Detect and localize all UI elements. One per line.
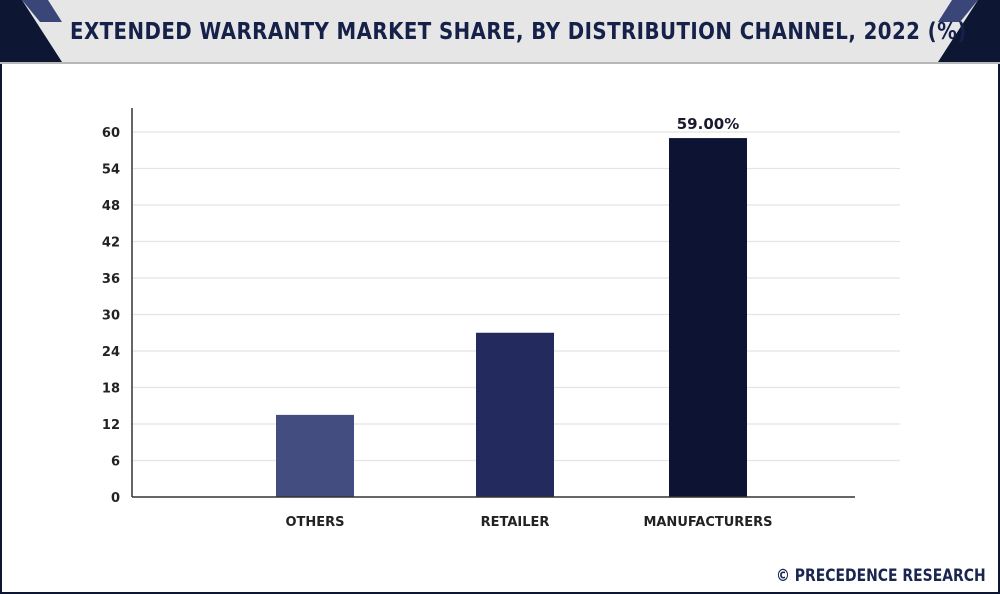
y-axis-ticks: 0 6 12 18 24 30 36 42 48 54 60 (102, 126, 120, 506)
y-tick-label: 18 (102, 382, 120, 397)
y-tick-label: 24 (102, 345, 120, 360)
y-tick-label: 60 (102, 126, 120, 141)
x-tick-label: MANUFACTURERS (643, 515, 772, 530)
data-labels: 59.00% (677, 115, 739, 133)
y-tick-label: 36 (102, 272, 120, 287)
header-right-corner-dark (938, 0, 1000, 62)
bar-manufacturers (669, 138, 747, 498)
chart-title: EXTENDED WARRANTY MARKET SHARE, BY DISTR… (70, 19, 967, 45)
x-tick-label: OTHERS (285, 515, 344, 530)
gridlines (132, 131, 900, 462)
y-tick-label: 0 (111, 491, 120, 506)
header-left-corner-dark (0, 0, 62, 62)
y-tick-label: 54 (102, 163, 120, 178)
header-left-corner-accent (22, 0, 62, 22)
header-right-corner-accent (938, 0, 978, 22)
x-axis-labels: OTHERS RETAILER MANUFACTURERS (285, 515, 772, 530)
header-corners (0, 0, 1000, 62)
y-tick-label: 6 (111, 455, 120, 470)
y-tick-label: 30 (102, 309, 120, 324)
data-label: 59.00% (677, 115, 739, 133)
bar-retailer (476, 332, 554, 497)
y-tick-label: 12 (102, 418, 120, 433)
x-tick-label: RETAILER (481, 515, 550, 530)
bar-others (276, 414, 354, 497)
source-credit: © PRECEDENCE RESEARCH (776, 566, 986, 586)
y-tick-label: 42 (102, 236, 120, 251)
y-tick-label: 48 (102, 199, 120, 214)
chart-header: EXTENDED WARRANTY MARKET SHARE, BY DISTR… (0, 0, 1000, 64)
bars (276, 138, 747, 498)
